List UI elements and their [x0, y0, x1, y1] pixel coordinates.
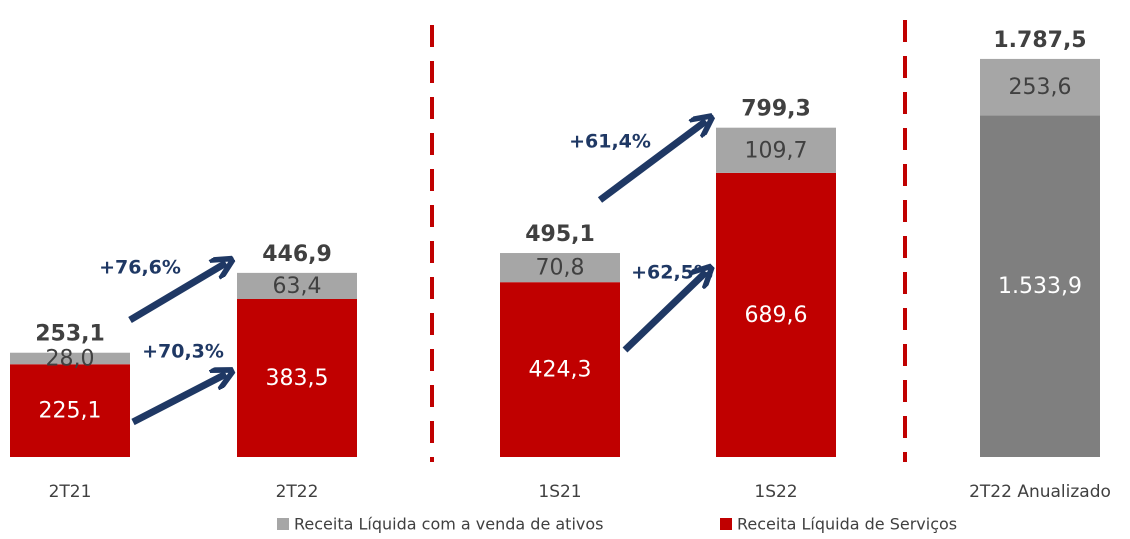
bar-segment	[237, 272, 357, 299]
legend-label: Receita Líquida com a venda de ativos	[294, 515, 604, 534]
total-label: 799,3	[741, 97, 811, 122]
bar-segment	[500, 282, 620, 457]
bar-segment	[10, 364, 130, 457]
data-label: 383,5	[266, 366, 329, 391]
legend-swatch	[277, 518, 289, 530]
data-label: 424,3	[529, 358, 592, 383]
total-label: 446,9	[262, 242, 332, 267]
growth-label: +62,5%	[631, 262, 713, 284]
legend-swatch	[720, 518, 732, 530]
x-tick-label: 2T21	[49, 482, 92, 502]
bar-segment	[716, 127, 836, 173]
x-tick-label: 1S22	[754, 482, 797, 502]
growth-arrow	[131, 374, 226, 426]
growth-arrow	[597, 121, 706, 203]
x-tick-label: 2T22	[276, 482, 319, 502]
bar-segment	[980, 115, 1100, 457]
x-tick-label: 2T22 Anualizado	[969, 482, 1111, 502]
bar-segment	[980, 58, 1100, 116]
growth-label: +61,4%	[569, 131, 651, 153]
data-label: 253,6	[1009, 75, 1072, 100]
total-label: 253,1	[35, 322, 105, 347]
data-label: 63,4	[273, 274, 322, 299]
growth-label: +70,3%	[142, 341, 224, 363]
bar-segment	[716, 172, 836, 457]
data-label: 28,0	[46, 346, 95, 371]
bar-segment	[500, 253, 620, 283]
growth-label: +76,6%	[99, 257, 181, 279]
data-label: 225,1	[39, 399, 102, 424]
x-tick-label: 1S21	[538, 482, 581, 502]
growth-arrow	[128, 263, 226, 324]
legend-label: Receita Líquida de Serviços	[737, 515, 957, 534]
data-label: 70,8	[536, 256, 585, 281]
data-label: 1.533,9	[998, 274, 1082, 299]
bar-segment	[237, 298, 357, 457]
data-label: 109,7	[745, 138, 808, 163]
growth-arrow	[622, 272, 706, 353]
total-label: 495,1	[525, 222, 595, 247]
data-label: 689,6	[745, 303, 808, 328]
total-label: 1.787,5	[993, 28, 1086, 53]
bar-segment	[10, 352, 130, 365]
